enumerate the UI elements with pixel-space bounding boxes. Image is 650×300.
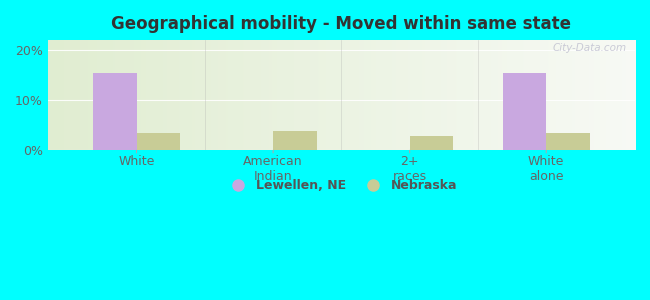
- Bar: [546, 133, 590, 150]
- Bar: [410, 136, 453, 150]
- Bar: [136, 133, 180, 150]
- Legend: Lewellen, NE, Nebraska: Lewellen, NE, Nebraska: [220, 174, 462, 197]
- Bar: [502, 73, 546, 150]
- Title: Geographical mobility - Moved within same state: Geographical mobility - Moved within sam…: [111, 15, 571, 33]
- Text: City-Data.com: City-Data.com: [552, 44, 626, 53]
- Bar: [273, 131, 317, 150]
- Bar: [93, 73, 136, 150]
